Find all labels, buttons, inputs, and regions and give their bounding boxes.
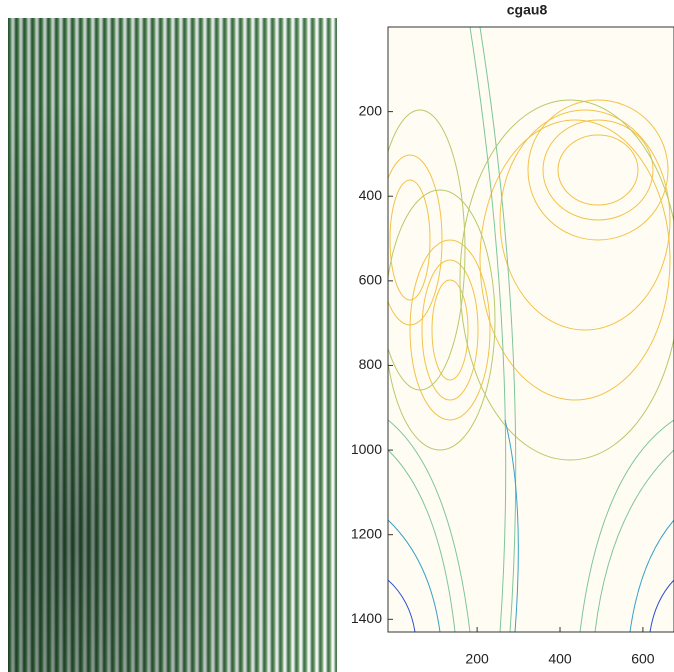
contours — [388, 27, 674, 632]
y-tick-label: 1000 — [351, 441, 382, 457]
y-tick-label: 400 — [359, 187, 383, 203]
y-tick-label: 800 — [359, 356, 383, 372]
x-tick-label: 200 — [465, 651, 489, 667]
chart-title: cgau8 — [507, 2, 548, 18]
plot-frame — [387, 26, 674, 633]
fringe-photo — [8, 18, 337, 672]
y-tick-label: 1200 — [351, 525, 382, 541]
y-tick-label: 1400 — [351, 610, 382, 626]
x-tick-label: 400 — [548, 651, 572, 667]
x-tick-label: 600 — [631, 651, 655, 667]
y-tick-label: 600 — [359, 272, 383, 288]
y-tick-label: 200 — [359, 102, 383, 118]
photo-shade — [8, 18, 337, 672]
